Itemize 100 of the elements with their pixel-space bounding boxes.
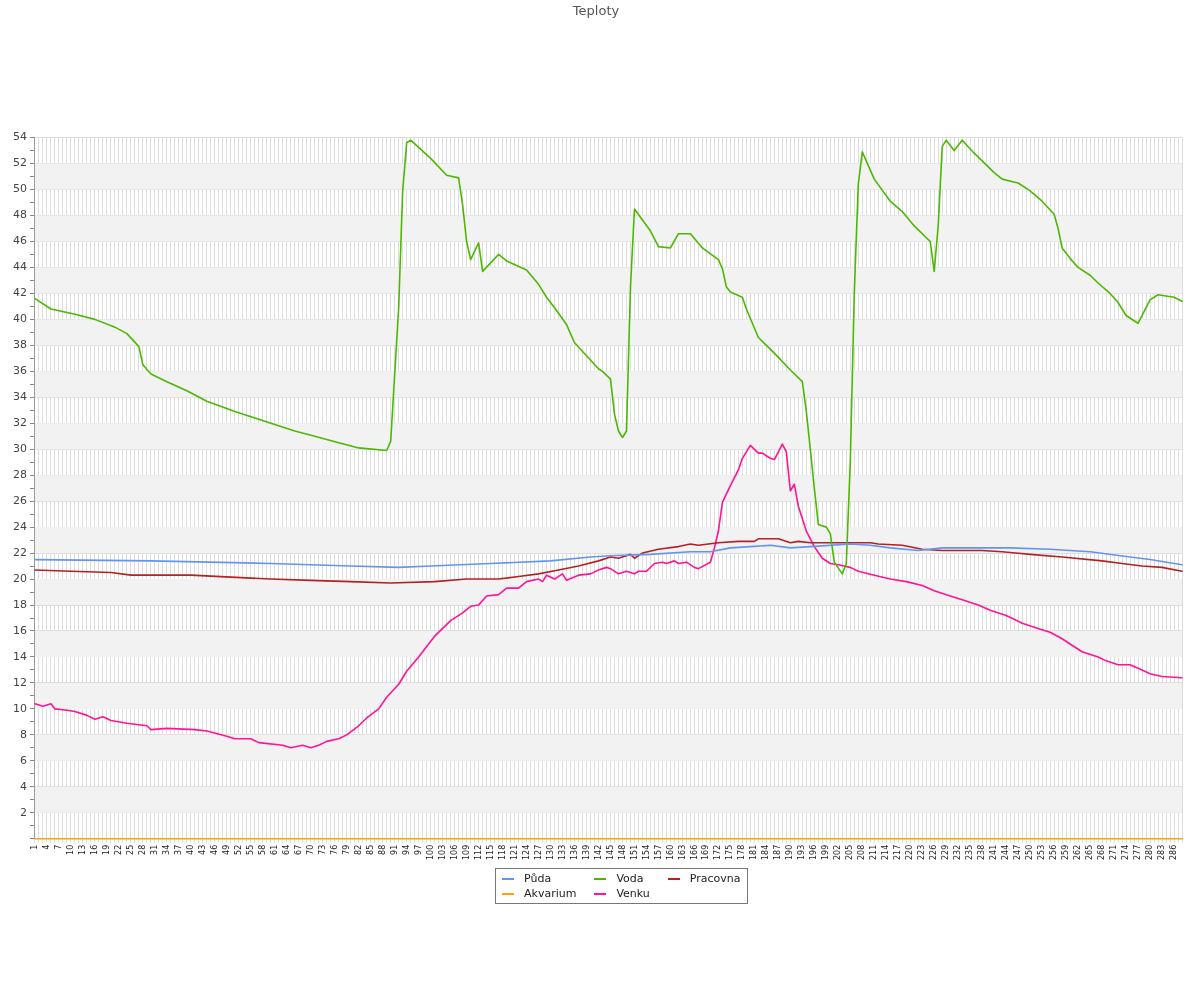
x-tick-label: 157 bbox=[653, 844, 663, 861]
y-tick-label: 38 bbox=[13, 338, 27, 352]
x-tick-label: 82 bbox=[353, 844, 363, 855]
x-tick-label: 250 bbox=[1025, 844, 1035, 861]
y-tick-label: 28 bbox=[13, 468, 27, 482]
chart-title: Teploty bbox=[571, 3, 620, 19]
x-tick-label: 52 bbox=[233, 844, 243, 855]
y-tick-label: 34 bbox=[13, 390, 27, 404]
x-tick-label: 22 bbox=[114, 844, 123, 855]
x-tick-label: 142 bbox=[593, 844, 603, 861]
x-tick-label: 166 bbox=[689, 844, 699, 861]
x-tick-label: 223 bbox=[917, 844, 927, 861]
x-tick-label: 217 bbox=[893, 844, 903, 861]
x-tick-label: 280 bbox=[1145, 844, 1155, 861]
y-tick-label: 26 bbox=[13, 494, 27, 508]
x-tick-label: 1 bbox=[30, 844, 40, 850]
x-tick-label: 7 bbox=[54, 844, 64, 850]
x-tick-label: 76 bbox=[329, 844, 339, 855]
x-tick-label: 115 bbox=[485, 844, 495, 861]
legend-label: Voda bbox=[616, 872, 644, 885]
x-tick-label: 73 bbox=[317, 844, 327, 855]
x-tick-label: 133 bbox=[557, 844, 567, 861]
y-tick-label: 6 bbox=[20, 753, 27, 767]
x-tick-label: 130 bbox=[545, 844, 555, 861]
y-tick-label: 32 bbox=[13, 416, 27, 430]
x-tick-label: 226 bbox=[929, 844, 939, 861]
x-tick-label: 121 bbox=[509, 844, 519, 861]
x-tick-label: 37 bbox=[173, 844, 183, 855]
x-tick-label: 172 bbox=[713, 844, 723, 861]
x-tick-label: 265 bbox=[1085, 844, 1095, 861]
x-tick-label: 61 bbox=[269, 844, 279, 855]
y-tick-label: 40 bbox=[13, 312, 27, 326]
x-tick-label: 229 bbox=[941, 844, 951, 861]
x-tick-label: 127 bbox=[533, 844, 543, 861]
x-tick-label: 211 bbox=[869, 844, 879, 861]
x-tick-label: 220 bbox=[905, 844, 915, 861]
x-tick-label: 16 bbox=[90, 844, 100, 855]
y-tick-label: 10 bbox=[13, 701, 27, 715]
legend-label: Pracovna bbox=[689, 872, 741, 885]
x-tick-label: 19 bbox=[102, 844, 112, 855]
x-tick-label: 148 bbox=[617, 844, 627, 861]
x-tick-label: 274 bbox=[1121, 844, 1131, 861]
x-tick-label: 10 bbox=[66, 844, 76, 855]
x-tick-label: 256 bbox=[1049, 844, 1059, 861]
y-tick-label: 46 bbox=[13, 234, 27, 248]
legend-label: Půda bbox=[524, 872, 552, 885]
x-tick-label: 40 bbox=[185, 844, 195, 855]
y-tick-label: 2 bbox=[20, 805, 27, 819]
x-tick-label: 232 bbox=[953, 844, 963, 861]
x-tick-label: 238 bbox=[977, 844, 987, 861]
x-tick-label: 163 bbox=[677, 844, 687, 861]
x-tick-label: 79 bbox=[341, 844, 351, 855]
x-tick-label: 28 bbox=[137, 844, 147, 855]
x-tick-label: 151 bbox=[629, 844, 639, 861]
x-tick-label: 178 bbox=[737, 844, 747, 861]
y-tick-label: 8 bbox=[20, 727, 27, 741]
x-tick-label: 253 bbox=[1037, 844, 1047, 861]
x-tick-label: 184 bbox=[761, 844, 771, 861]
x-tick-label: 112 bbox=[473, 844, 483, 861]
y-tick-label: 48 bbox=[13, 208, 27, 222]
y-tick-label: 52 bbox=[13, 156, 27, 170]
x-tick-label: 214 bbox=[881, 844, 891, 861]
legend-label: Venku bbox=[616, 887, 650, 900]
x-tick-label: 139 bbox=[581, 844, 591, 861]
x-tick-label: 13 bbox=[78, 844, 88, 855]
x-tick-label: 124 bbox=[521, 844, 531, 861]
x-tick-label: 208 bbox=[857, 844, 867, 861]
x-tick-label: 49 bbox=[221, 844, 231, 855]
x-tick-label: 247 bbox=[1013, 844, 1023, 861]
x-tick-label: 4 bbox=[42, 844, 52, 850]
x-tick-label: 283 bbox=[1157, 844, 1167, 861]
y-tick-label: 24 bbox=[13, 519, 27, 533]
x-tick-label: 85 bbox=[365, 844, 375, 855]
y-tick-label: 54 bbox=[13, 130, 27, 144]
y-tick-label: 42 bbox=[13, 286, 27, 300]
x-tick-label: 235 bbox=[965, 844, 975, 861]
x-tick-label: 160 bbox=[665, 844, 675, 861]
x-tick-label: 43 bbox=[197, 844, 207, 855]
x-tick-label: 106 bbox=[449, 844, 459, 861]
x-tick-label: 25 bbox=[125, 844, 135, 855]
x-tick-label: 241 bbox=[989, 844, 999, 861]
x-tick-label: 31 bbox=[149, 844, 159, 855]
x-tick-label: 55 bbox=[245, 844, 255, 855]
x-tick-label: 202 bbox=[833, 844, 843, 861]
x-tick-label: 181 bbox=[749, 844, 759, 861]
x-tick-label: 175 bbox=[725, 844, 735, 861]
x-tick-label: 190 bbox=[785, 844, 795, 861]
x-tick-label: 262 bbox=[1073, 844, 1083, 861]
x-tick-label: 118 bbox=[497, 844, 507, 861]
x-tick-label: 268 bbox=[1097, 844, 1107, 861]
x-tick-label: 187 bbox=[773, 844, 783, 861]
x-tick-label: 277 bbox=[1133, 844, 1143, 861]
x-tick-label: 70 bbox=[305, 844, 315, 855]
x-tick-label: 145 bbox=[605, 844, 615, 861]
x-tick-label: 169 bbox=[701, 844, 711, 861]
x-tick-label: 67 bbox=[293, 844, 303, 855]
x-tick-label: 97 bbox=[413, 844, 423, 855]
x-tick-label: 91 bbox=[389, 844, 399, 855]
x-tick-label: 154 bbox=[641, 844, 651, 861]
x-tick-label: 88 bbox=[377, 844, 387, 855]
